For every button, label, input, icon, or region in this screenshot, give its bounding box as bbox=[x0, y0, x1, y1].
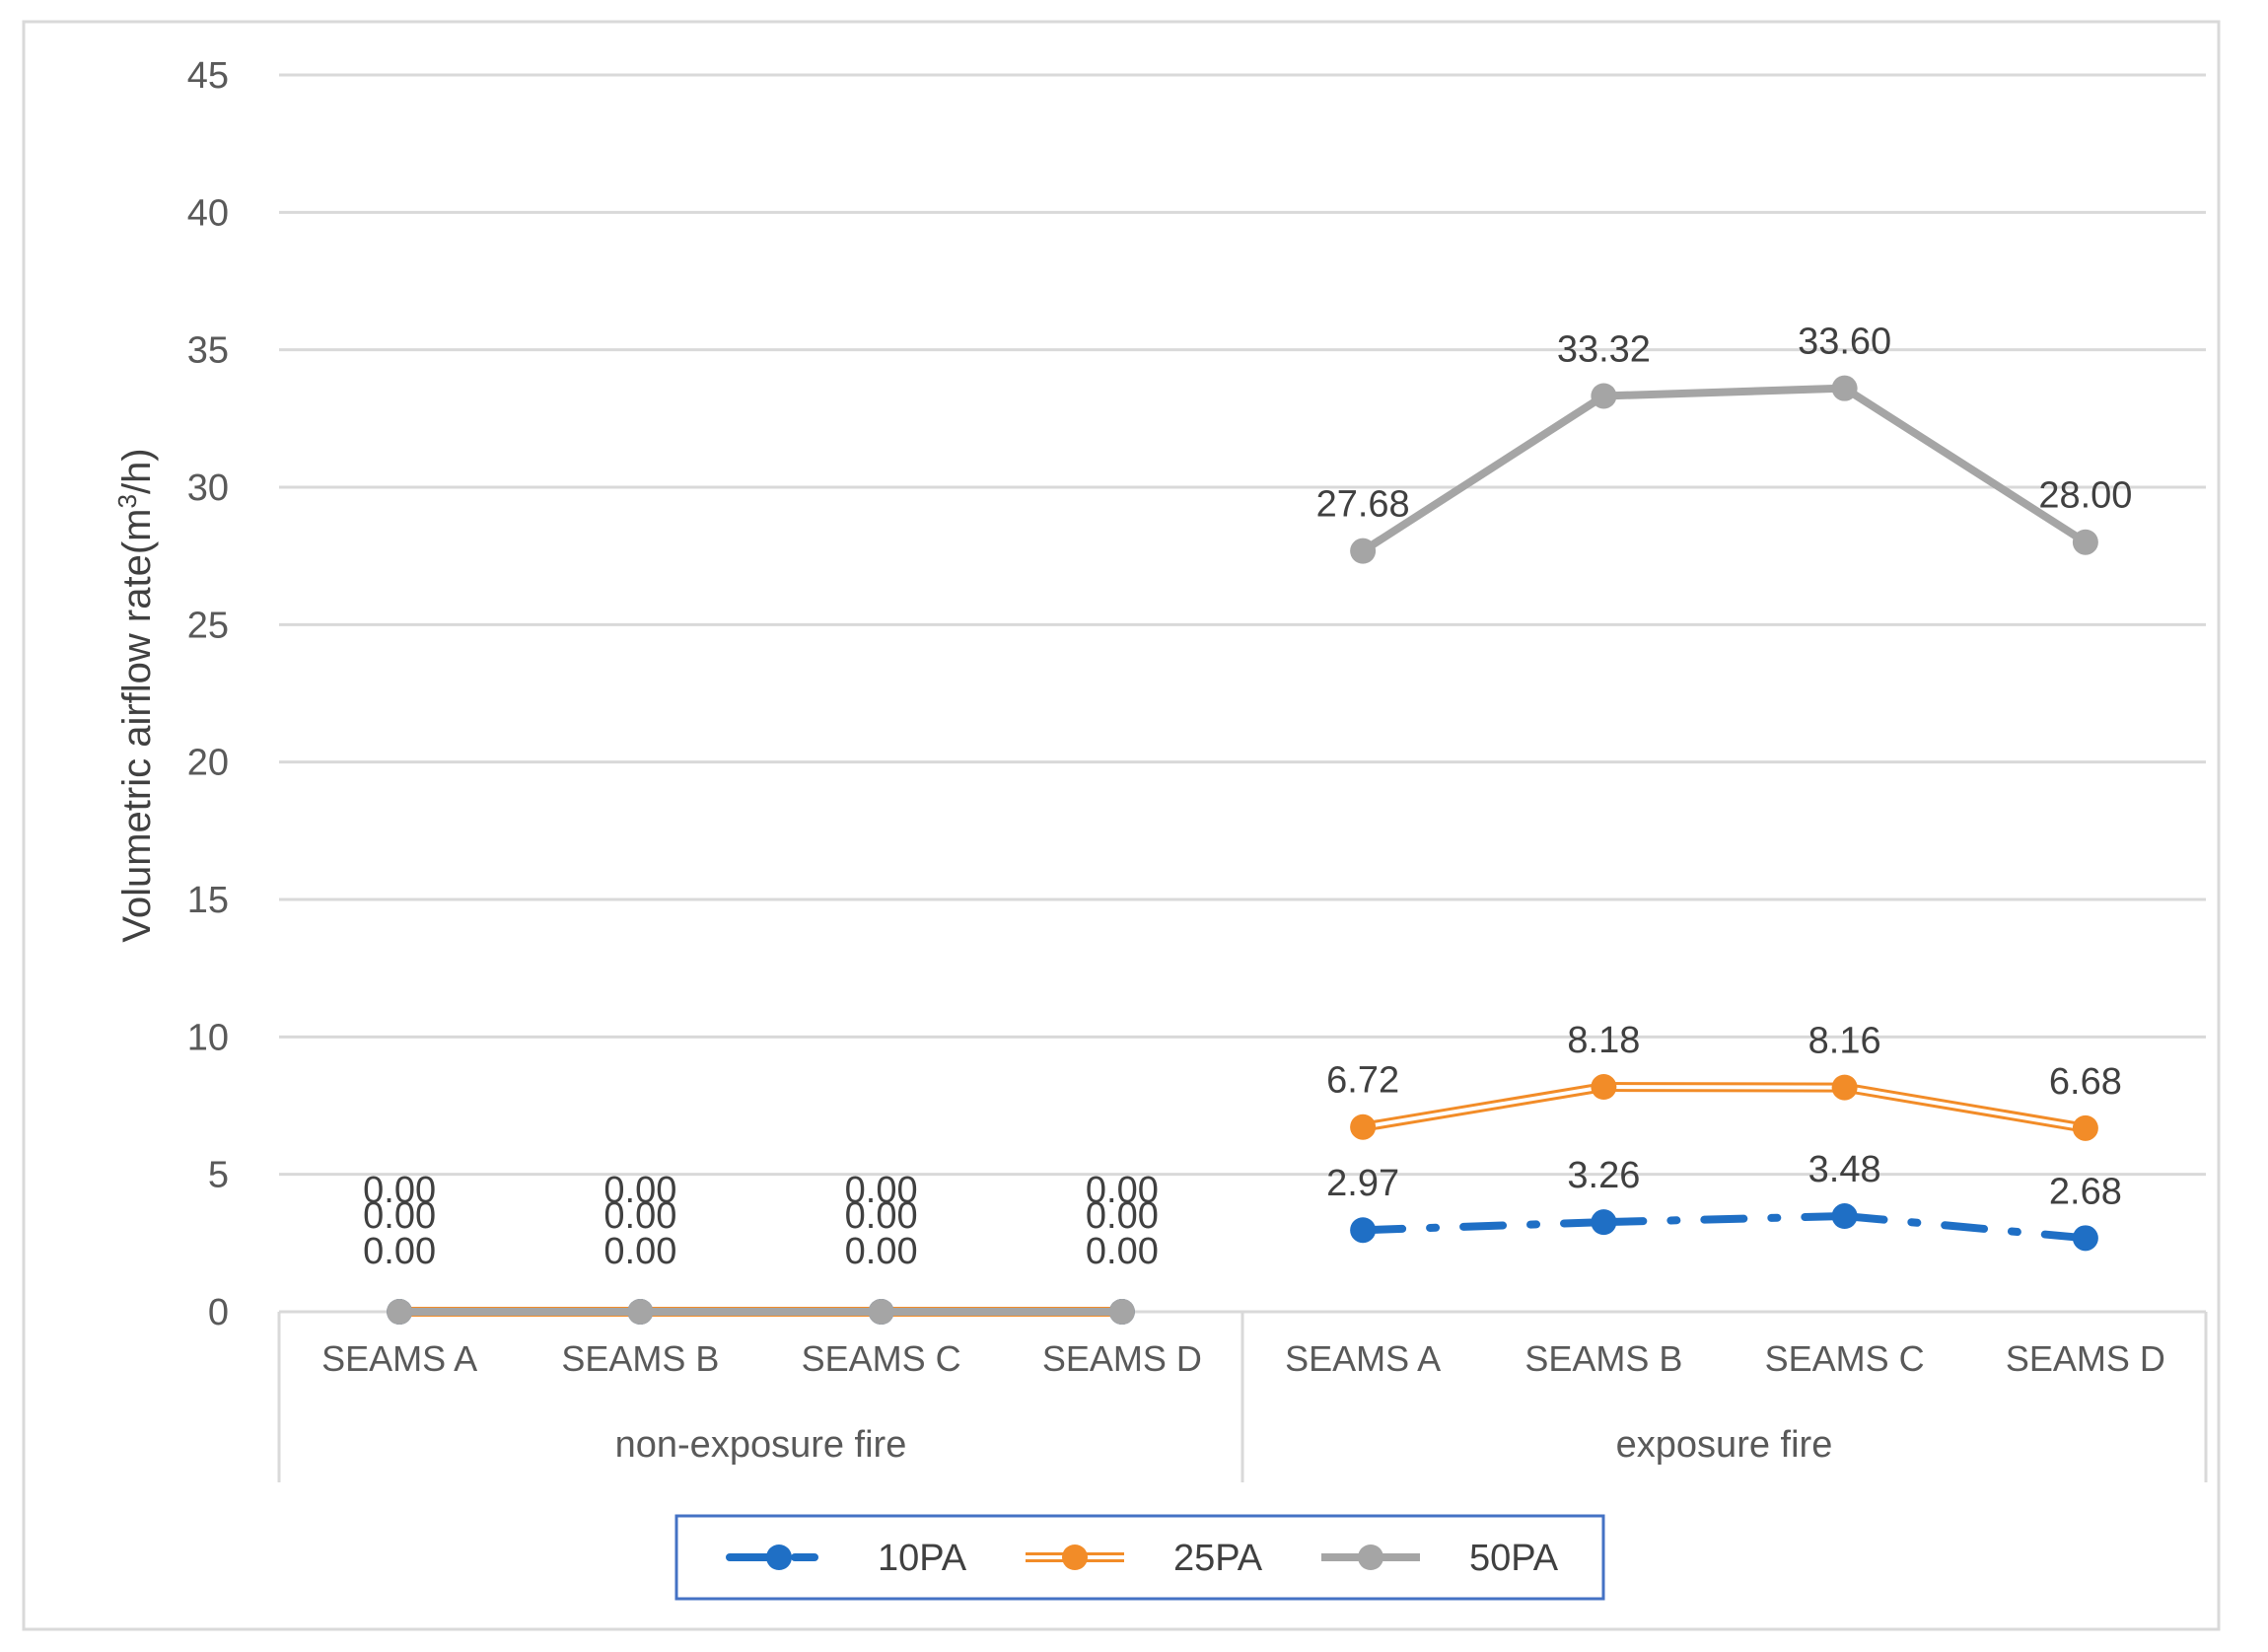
data-label: 0.00 bbox=[845, 1195, 918, 1237]
data-point bbox=[1831, 1203, 1858, 1230]
y-tick-label: 45 bbox=[187, 55, 229, 97]
data-point bbox=[1350, 538, 1377, 564]
data-point bbox=[1591, 383, 1617, 409]
data-label: 6.72 bbox=[1326, 1060, 1399, 1102]
data-point bbox=[2072, 1225, 2098, 1252]
x-tick-label: SEAMS C bbox=[1765, 1338, 1925, 1379]
y-tick-label: 25 bbox=[187, 605, 229, 646]
data-point bbox=[1350, 1113, 1377, 1140]
x-group-label: non-exposure fire bbox=[615, 1424, 907, 1466]
legend-label: 10PA bbox=[878, 1538, 967, 1579]
legend-marker bbox=[766, 1544, 792, 1570]
y-tick-label: 15 bbox=[187, 880, 229, 921]
data-label: 0.00 bbox=[845, 1170, 918, 1211]
data-label: 0.00 bbox=[363, 1195, 436, 1237]
series-line-inner bbox=[1601, 1085, 1847, 1090]
x-axis: SEAMS A SEAMS B SEAMS C SEAMS D SEAMS A SEAMS… bbox=[277, 1310, 2208, 1482]
chart-border bbox=[22, 20, 2221, 1631]
data-label: 28.00 bbox=[2038, 475, 2132, 517]
data-labels-layer: 0.00 0.00 0.00 0.002.97 3.26 3.482.680.00 0.00… bbox=[363, 322, 2132, 1272]
y-tick-label: 40 bbox=[187, 192, 229, 234]
data-point bbox=[1831, 375, 1858, 401]
x-group-label: exposure fire bbox=[1616, 1424, 1833, 1466]
data-label: 3.48 bbox=[1808, 1149, 1881, 1190]
series-line bbox=[1599, 384, 1849, 400]
data-label: 3.26 bbox=[1567, 1155, 1640, 1196]
x-tick-label: SEAMS C bbox=[802, 1338, 961, 1379]
x-tick-label: SEAMS A bbox=[1285, 1338, 1441, 1379]
data-label: 8.16 bbox=[1808, 1021, 1881, 1062]
y-axis-label: Volumetric airflow rate(m3/h) bbox=[112, 448, 159, 942]
data-label: 2.68 bbox=[2049, 1171, 2122, 1212]
y-tick-label: 20 bbox=[187, 743, 229, 784]
y-tick-label: 5 bbox=[208, 1155, 229, 1196]
data-label: 2.97 bbox=[1326, 1163, 1399, 1204]
data-point bbox=[627, 1299, 654, 1325]
data-label: 33.60 bbox=[1798, 322, 1891, 363]
series-line bbox=[1599, 1212, 1849, 1227]
series-50PA bbox=[387, 375, 2098, 1325]
legend-item-50PA: 50PA bbox=[1321, 1538, 1559, 1579]
x-tick-label: SEAMS B bbox=[1524, 1338, 1682, 1379]
legend: 10PA 25PA 50PA bbox=[674, 1514, 1605, 1601]
data-label: 0.00 bbox=[1086, 1170, 1159, 1211]
x-tick-label: SEAMS D bbox=[2006, 1338, 2165, 1379]
legend-marker bbox=[1358, 1544, 1383, 1570]
x-tick-label: SEAMS A bbox=[321, 1338, 477, 1379]
data-label: 0.00 bbox=[363, 1231, 436, 1272]
legend-item-10PA: 10PA bbox=[726, 1538, 967, 1579]
data-label: 6.68 bbox=[2049, 1061, 2122, 1103]
data-point bbox=[387, 1299, 413, 1325]
data-point bbox=[1831, 1074, 1858, 1101]
data-point bbox=[1108, 1299, 1135, 1325]
y-axis-ticks: 0 5 10 15 20 25 30 35 40 45 bbox=[187, 55, 229, 1333]
data-point bbox=[2072, 529, 2098, 555]
y-tick-label: 35 bbox=[187, 330, 229, 372]
legend-box bbox=[674, 1514, 1605, 1601]
data-point bbox=[1591, 1074, 1617, 1101]
data-label: 0.00 bbox=[1086, 1231, 1159, 1272]
series-line bbox=[1840, 1212, 2090, 1243]
data-label: 33.32 bbox=[1557, 328, 1651, 370]
legend-label: 25PA bbox=[1173, 1538, 1263, 1579]
series-line-inner bbox=[1842, 1085, 2088, 1130]
series-line bbox=[1359, 392, 1608, 555]
data-point bbox=[868, 1299, 894, 1325]
data-label: 27.68 bbox=[1316, 484, 1410, 526]
data-label: 0.00 bbox=[363, 1170, 436, 1211]
legend-label: 50PA bbox=[1469, 1538, 1559, 1579]
data-point bbox=[1591, 1209, 1617, 1236]
y-tick-label: 30 bbox=[187, 467, 229, 509]
series-line bbox=[1840, 384, 2090, 546]
data-point bbox=[2072, 1114, 2098, 1141]
data-label: 0.00 bbox=[603, 1195, 676, 1237]
data-label: 0.00 bbox=[845, 1231, 918, 1272]
data-label: 0.00 bbox=[603, 1231, 676, 1272]
series-line bbox=[1359, 1218, 1608, 1235]
y-tick-label: 0 bbox=[208, 1292, 229, 1333]
legend-marker bbox=[1062, 1544, 1088, 1570]
data-label: 0.00 bbox=[603, 1170, 676, 1211]
data-point bbox=[1350, 1217, 1377, 1244]
legend-item-25PA: 25PA bbox=[1026, 1538, 1263, 1579]
series-layer bbox=[387, 375, 2098, 1325]
data-label: 8.18 bbox=[1567, 1020, 1640, 1061]
x-tick-label: SEAMS B bbox=[561, 1338, 719, 1379]
x-tick-label: SEAMS D bbox=[1042, 1338, 1202, 1379]
gridlines bbox=[279, 73, 2206, 1177]
y-tick-label: 10 bbox=[187, 1017, 229, 1058]
data-label: 0.00 bbox=[1086, 1195, 1159, 1237]
series-line-inner bbox=[1361, 1085, 1606, 1129]
